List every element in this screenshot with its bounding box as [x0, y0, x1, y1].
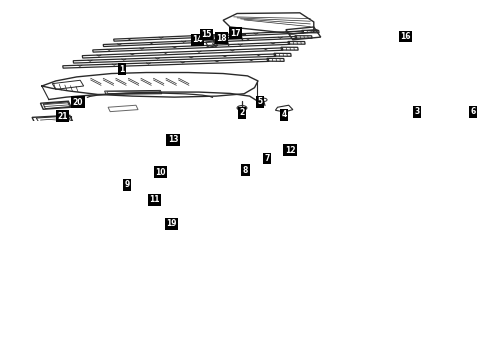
- Text: 15: 15: [201, 30, 212, 39]
- Text: 7: 7: [265, 154, 270, 163]
- Text: 19: 19: [166, 220, 177, 229]
- Text: 14: 14: [192, 35, 202, 44]
- Text: 16: 16: [401, 32, 411, 41]
- Text: 11: 11: [149, 195, 160, 204]
- Text: 13: 13: [168, 135, 178, 144]
- Text: 18: 18: [217, 33, 227, 42]
- Text: 10: 10: [155, 167, 166, 176]
- Text: 8: 8: [243, 166, 248, 175]
- Text: 20: 20: [73, 98, 83, 107]
- Text: 2: 2: [239, 108, 245, 117]
- Text: 12: 12: [285, 145, 295, 154]
- Text: 3: 3: [415, 108, 419, 117]
- Text: 21: 21: [57, 112, 68, 121]
- Text: 5: 5: [258, 97, 263, 106]
- Text: 17: 17: [230, 28, 241, 37]
- Text: 4: 4: [282, 110, 287, 119]
- Text: 9: 9: [124, 180, 129, 189]
- Text: 1: 1: [120, 65, 124, 74]
- Text: 6: 6: [470, 108, 475, 117]
